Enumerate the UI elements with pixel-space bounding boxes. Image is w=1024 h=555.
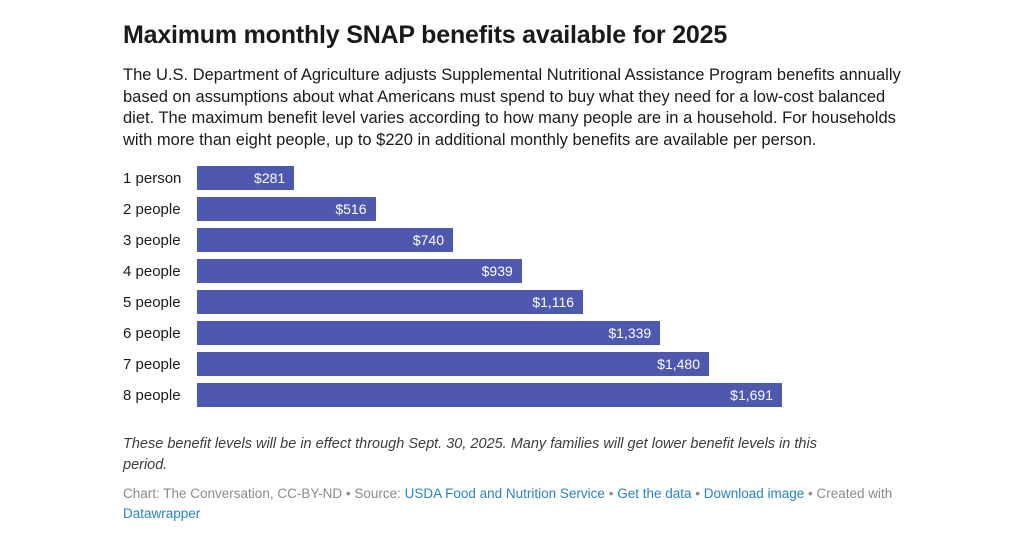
bar-track: $740 xyxy=(197,228,903,253)
bar-value-label: $939 xyxy=(481,263,513,280)
bar-row: 6 people $1,339 xyxy=(123,321,903,346)
download-image-link[interactable]: Download image xyxy=(703,486,805,502)
bar-track: $1,480 xyxy=(197,352,903,377)
attribution-separator: • Created with xyxy=(804,486,893,502)
bar-2-people: $516 xyxy=(197,197,376,222)
attribution-separator: • xyxy=(604,486,618,502)
bar-track: $516 xyxy=(197,197,903,222)
bar-value-label: $1,691 xyxy=(730,387,773,404)
chart-footnote: These benefit levels will be in effect t… xyxy=(123,436,817,474)
category-label: 7 people xyxy=(123,355,181,373)
get-the-data-link[interactable]: Get the data xyxy=(617,486,692,502)
bar-value-label: $281 xyxy=(254,170,286,187)
bar-track: $1,339 xyxy=(197,321,903,346)
category-label: 6 people xyxy=(123,324,181,342)
category-label: 3 people xyxy=(123,231,181,249)
bar-row: 8 people $1,691 xyxy=(123,383,903,408)
bar-7-people: $1,480 xyxy=(197,352,709,377)
bar-row: 1 person $281 xyxy=(123,166,903,191)
category-label: 2 people xyxy=(123,200,181,218)
bar-row: 3 people $740 xyxy=(123,228,903,253)
datawrapper-link[interactable]: Datawrapper xyxy=(123,506,201,522)
bar-5-people: $1,116 xyxy=(197,290,584,315)
bar-value-label: $1,339 xyxy=(608,325,652,342)
bar-4-people: $939 xyxy=(197,259,522,284)
chart-title: Maximum monthly SNAP benefits available … xyxy=(123,21,728,49)
bar-row: 5 people $1,116 xyxy=(123,290,903,315)
attribution-prefix: Chart: The Conversation, CC-BY-ND • Sour… xyxy=(123,486,405,502)
chart-description: The U.S. Department of Agriculture adjus… xyxy=(123,66,901,149)
bar-3-people: $740 xyxy=(197,228,453,253)
category-label: 4 people xyxy=(123,262,181,280)
category-label: 5 people xyxy=(123,293,181,311)
bar-8-people: $1,691 xyxy=(197,383,782,408)
bar-row: 7 people $1,480 xyxy=(123,352,903,377)
bar-value-label: $740 xyxy=(412,232,444,249)
bar-row: 4 people $939 xyxy=(123,259,903,284)
bar-value-label: $1,116 xyxy=(532,294,575,311)
source-link[interactable]: USDA Food and Nutrition Service xyxy=(404,486,605,502)
bar-1-person: $281 xyxy=(197,166,295,191)
bar-rows: 1 person $281 2 people $516 3 people $740 4 pe… xyxy=(123,166,903,408)
bar-6-people: $1,339 xyxy=(197,321,661,346)
bar-value-label: $516 xyxy=(335,201,367,218)
chart-attribution: Chart: The Conversation, CC-BY-ND • Sour… xyxy=(123,484,903,524)
bar-track: $281 xyxy=(197,166,903,191)
bar-row: 2 people $516 xyxy=(123,197,903,222)
chart-container: Maximum monthly SNAP benefits available … xyxy=(123,0,903,524)
category-label: 8 people xyxy=(123,386,181,404)
bar-track: $1,116 xyxy=(197,290,903,315)
category-label: 1 person xyxy=(123,169,182,187)
bar-track: $1,691 xyxy=(197,383,903,408)
attribution-separator: • xyxy=(691,486,704,502)
bar-track: $939 xyxy=(197,259,903,284)
bar-value-label: $1,480 xyxy=(657,356,700,373)
